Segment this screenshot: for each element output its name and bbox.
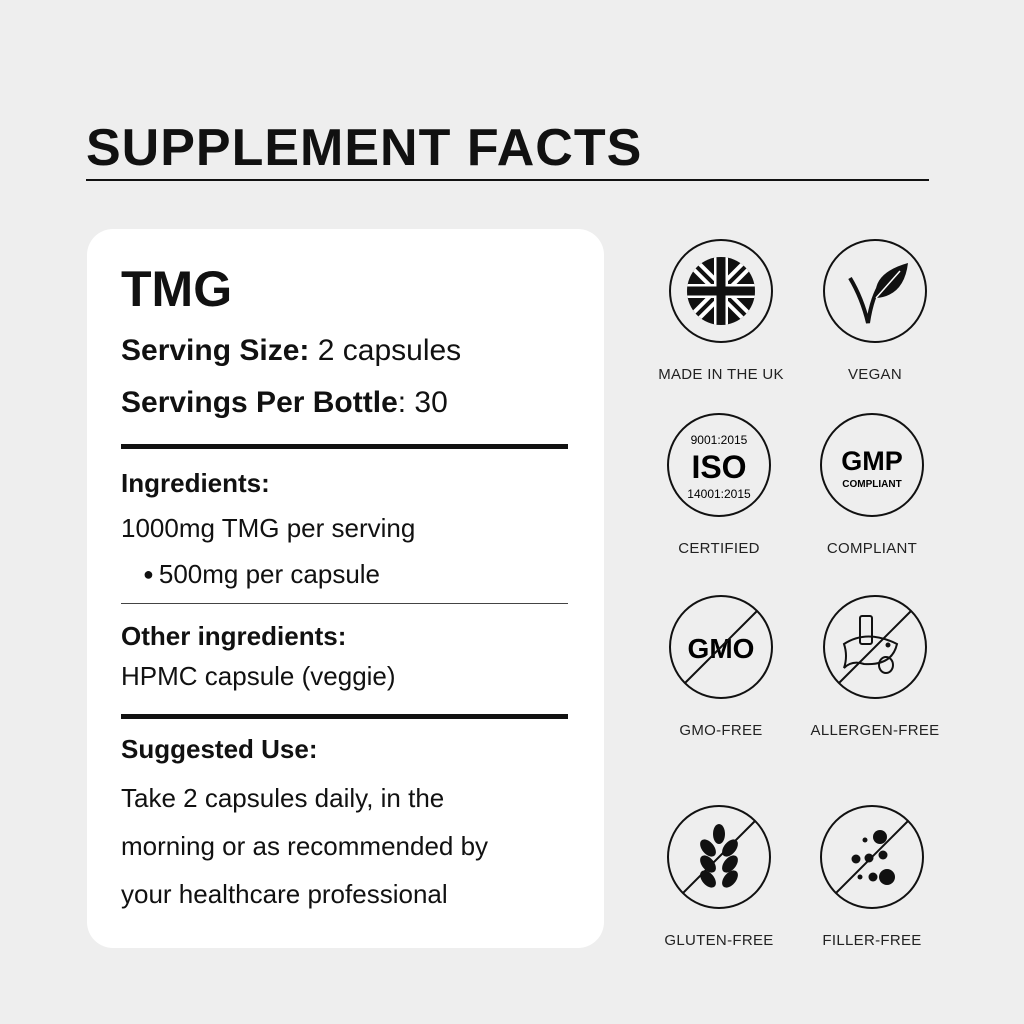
badge-label: CERTIFIED — [678, 540, 760, 557]
badge-label: COMPLIANT — [826, 540, 918, 557]
serving-size-value: 2 capsules — [309, 334, 462, 367]
filler-crossed-icon — [820, 805, 924, 909]
badge-gmp: GMP COMPLIANT COMPLIANT — [787, 412, 957, 557]
suggested-use-heading: Suggested Use: — [121, 734, 318, 764]
ingredients-heading: Ingredients: — [121, 468, 270, 498]
svg-text:COMPLIANT: COMPLIANT — [842, 479, 901, 490]
gmo-crossed-icon: GMO — [669, 595, 773, 699]
servings-per-bottle: Servings Per Bottle: 30 — [121, 386, 448, 420]
badge-label: GLUTEN-FREE — [664, 932, 774, 949]
product-name: TMG — [121, 261, 233, 317]
gmp-icon: GMP COMPLIANT — [820, 413, 924, 517]
svg-text:ISO: ISO — [691, 449, 746, 485]
suggested-use-line: Take 2 capsules daily, in the — [121, 783, 445, 813]
vegan-leaf-icon — [823, 239, 927, 343]
badge-gluten-free: GLUTEN-FREE — [634, 804, 804, 949]
supplement-facts-card — [87, 229, 604, 948]
badge-allergen-free: ALLERGEN-FREE — [790, 594, 960, 739]
title-divider — [86, 179, 929, 181]
divider — [121, 603, 568, 604]
iso-icon: 9001:2015 ISO 14001:2015 — [667, 413, 771, 517]
badge-vegan: VEGAN — [790, 238, 960, 383]
badge-filler-free: FILLER-FREE — [787, 804, 957, 949]
uk-flag-icon — [669, 239, 773, 343]
suggested-use-line: your healthcare professional — [121, 879, 448, 909]
serving-size: Serving Size: 2 capsules — [121, 334, 461, 368]
other-ingredients-value: HPMC capsule (veggie) — [121, 661, 396, 691]
svg-text:GMP: GMP — [841, 446, 903, 476]
bullet-icon: ● — [143, 564, 159, 584]
serving-size-label: Serving Size: — [121, 334, 310, 367]
svg-text:9001:2015: 9001:2015 — [691, 433, 748, 447]
badge-label: MADE IN THE UK — [658, 366, 784, 383]
svg-text:GMO: GMO — [688, 633, 755, 664]
badge-gmo-free: GMO GMO-FREE — [636, 594, 806, 739]
badge-iso: 9001:2015 ISO 14001:2015 CERTIFIED — [634, 412, 804, 557]
ingredients-bullet: ● 500mg per capsule — [143, 559, 380, 590]
ingredients-line: 1000mg TMG per serving — [121, 513, 416, 543]
badge-label: GMO-FREE — [679, 722, 763, 739]
wheat-crossed-icon — [667, 805, 771, 909]
suggested-use-line: morning or as recommended by — [121, 831, 489, 861]
servings-value: : 30 — [397, 386, 448, 419]
divider — [121, 444, 568, 449]
divider — [121, 714, 568, 719]
badge-label: VEGAN — [847, 366, 902, 383]
page-title: SUPPLEMENT FACTS — [86, 119, 643, 177]
servings-label: Servings Per Bottle — [121, 386, 398, 419]
badge-label: ALLERGEN-FREE — [810, 722, 940, 739]
other-ingredients-heading: Other ingredients: — [121, 621, 347, 651]
badge-made-in-uk: MADE IN THE UK — [636, 238, 806, 383]
bullet-text: 500mg per capsule — [158, 559, 381, 589]
svg-text:14001:2015: 14001:2015 — [687, 487, 751, 501]
allergen-crossed-icon — [823, 595, 927, 699]
badge-label: FILLER-FREE — [822, 932, 922, 949]
